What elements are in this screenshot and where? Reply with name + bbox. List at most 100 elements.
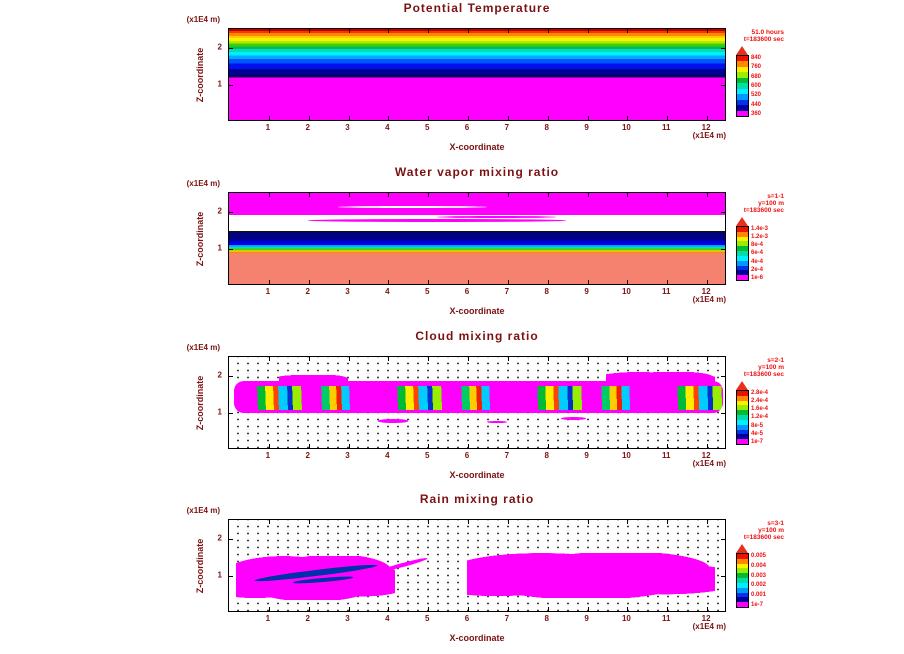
y-tick-mark	[229, 575, 233, 577]
x-tick-label: 4	[385, 287, 390, 296]
x-tick-mark	[428, 444, 430, 448]
colorbar-segment	[737, 434, 748, 440]
x-tick-label: 4	[385, 614, 390, 623]
x-tick-mark	[667, 116, 669, 120]
x-tick-label: 11	[662, 451, 671, 460]
colorbar-segment	[737, 66, 748, 73]
x-tick-mark	[268, 116, 270, 120]
colorbar-tick-label: 760	[751, 64, 762, 71]
x-axis-unit: (x1E4 m)	[692, 622, 726, 631]
x-tick-mark	[428, 280, 430, 284]
x-tick-mark	[547, 607, 549, 611]
y-tick-label: 1	[217, 570, 222, 580]
panel-title: Cloud mixing ratio	[415, 329, 539, 343]
x-tick-mark	[428, 357, 430, 361]
colorbar-labels: 840 760 680 600 520 440 360	[751, 55, 787, 117]
annotation-line: s=3-1	[767, 520, 784, 527]
x-tick-label: 1	[265, 123, 271, 132]
x-tick-mark	[468, 444, 470, 448]
colorbar-segment	[737, 77, 748, 84]
x-tick-mark	[587, 193, 589, 197]
y-axis-label: Z-coordinate	[195, 538, 205, 593]
y-tick-mark	[721, 375, 725, 377]
x-tick-mark	[308, 116, 310, 120]
x-tick-label: 5	[424, 614, 430, 623]
x-tick-label: 6	[464, 123, 470, 132]
x-tick-mark	[547, 280, 549, 284]
x-tick-mark	[587, 29, 589, 33]
x-tick-label: 4	[385, 451, 390, 460]
field-blob	[605, 371, 716, 387]
x-tick-mark	[348, 607, 350, 611]
x-tick-mark	[468, 193, 470, 197]
plot-area	[228, 192, 726, 285]
x-tick-label: 12	[701, 451, 711, 460]
annotation-line: t=183600 sec	[743, 371, 784, 378]
x-tick-mark	[707, 29, 709, 33]
colorbar-overflow-arrow-icon	[736, 381, 748, 390]
x-tick-mark	[388, 193, 390, 197]
colorbar-segment	[737, 429, 748, 435]
x-tick-mark	[547, 193, 549, 197]
x-tick-mark	[348, 444, 350, 448]
y-tick-mark	[721, 47, 725, 49]
x-tick-mark	[348, 29, 350, 33]
x-tick-mark	[547, 116, 549, 120]
x-tick-mark	[627, 116, 629, 120]
x-tick-label: 12	[701, 287, 711, 296]
panel-title: Water vapor mixing ratio	[394, 165, 560, 179]
x-tick-label: 4	[385, 123, 390, 132]
colorbar-segment	[737, 227, 748, 232]
x-tick-label: 9	[584, 451, 589, 460]
x-tick-mark	[547, 444, 549, 448]
colorbar-segment	[737, 255, 748, 261]
colorbar-segment	[737, 72, 748, 78]
y-tick-mark	[721, 575, 725, 577]
field-streak	[377, 418, 408, 423]
annotation-line: y=100 m	[758, 200, 784, 207]
colorbar-tick-label: 600	[751, 82, 762, 89]
x-tick-mark	[707, 520, 709, 524]
annotation-line: s=2-1	[767, 357, 784, 364]
annotation-line: 51.0 hours	[751, 29, 784, 36]
annotation-line: t=183600 sec	[743, 207, 784, 214]
x-tick-label: 8	[544, 451, 549, 460]
x-tick-mark	[268, 607, 270, 611]
field-streak	[308, 219, 567, 223]
x-tick-mark	[627, 29, 629, 33]
colorbar	[736, 390, 749, 445]
x-tick-label: 12	[701, 123, 711, 132]
colorbar-segment	[737, 275, 748, 280]
x-tick-mark	[388, 520, 390, 524]
x-tick-mark	[468, 29, 470, 33]
colorbar-tick-label: 440	[751, 101, 762, 108]
y-tick-label: 1	[217, 407, 222, 417]
y-tick-mark	[229, 375, 233, 377]
colorbar-tick-label: 2e-4	[751, 266, 764, 273]
colorbar-segment	[737, 400, 748, 406]
y-axis-unit: (x1E4 m)	[186, 343, 220, 352]
x-tick-mark	[388, 444, 390, 448]
colorbar-tick-label: 0.001	[751, 592, 767, 599]
x-tick-mark	[308, 444, 310, 448]
colorbar-tick-label: 0.003	[751, 572, 767, 579]
y-tick-mark	[229, 412, 233, 414]
x-tick-mark	[587, 607, 589, 611]
colorbar-segment	[737, 265, 748, 271]
x-tick-mark	[707, 280, 709, 284]
x-tick-label: 2	[305, 451, 310, 460]
x-tick-mark	[308, 29, 310, 33]
x-tick-label: 8	[544, 123, 549, 132]
x-axis-label: X-coordinate	[449, 470, 505, 480]
x-tick-mark	[547, 520, 549, 524]
colorbar-segment	[737, 260, 748, 266]
x-tick-mark	[308, 607, 310, 611]
colorbar-tick-label: 2.4e-4	[751, 398, 769, 405]
x-tick-mark	[667, 520, 669, 524]
x-tick-mark	[507, 520, 509, 524]
y-tick-mark	[229, 248, 233, 250]
colorbar-tick-label: 1e-7	[751, 601, 764, 608]
colorbar-tick-label: 1.2e-4	[751, 414, 769, 421]
field-streak	[486, 420, 507, 424]
